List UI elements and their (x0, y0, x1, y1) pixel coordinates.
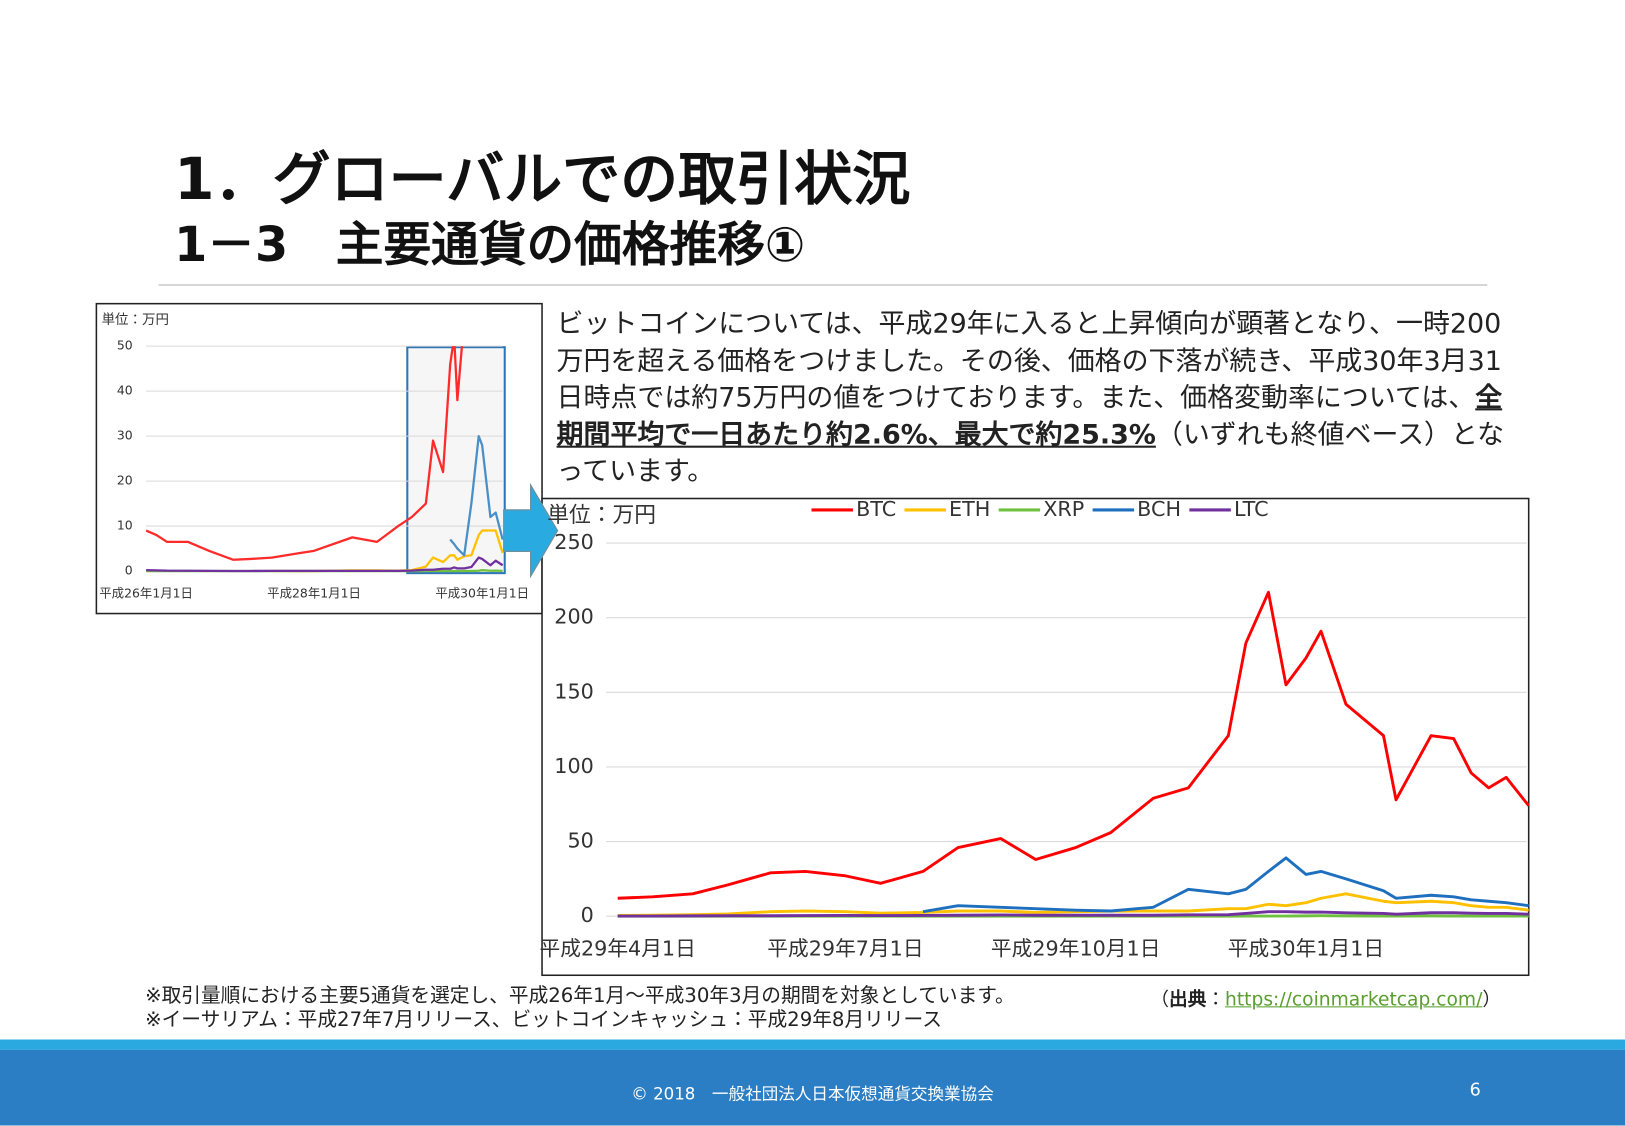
source-label: 出典 (1169, 988, 1207, 1011)
x-tick-label: 平成29年7月1日 (767, 936, 923, 960)
page-number: 6 (1469, 1079, 1481, 1101)
large-chart: 単位：万円 0 50 100 150 200 250 平成29年4月1日 平成29年7月1日 平成… (540, 497, 1530, 960)
zoom-arrow (503, 482, 559, 579)
source: （出典：https://coinmarketcap.com/） (1150, 985, 1501, 1012)
series-line (449, 434, 504, 557)
footer-text: © 2018 一般社団法人日本仮想通貨交換業協会 (631, 1084, 994, 1104)
y-tick-label: 200 (554, 605, 594, 629)
series-group (617, 590, 1530, 918)
body-text: ビットコインについては、平成29年に入ると上昇傾向が顕著となり、一時200万円を… (557, 307, 1510, 491)
series-line (146, 556, 504, 573)
series-line (922, 856, 1529, 914)
y-tick-label: 40 (117, 383, 133, 398)
legend-label: ETH (949, 497, 990, 521)
slide-title: 1．グローバルでの取引状況 (174, 146, 911, 214)
source-separator: ： (1206, 988, 1226, 1011)
note: ※取引量順における主要5通貨を選定し、平成26年1月～平成30年3月の期間を対象… (145, 984, 1015, 1008)
source-prefix: （ (1150, 988, 1170, 1011)
series-line (617, 892, 1529, 917)
legend-label: LTC (1234, 497, 1269, 521)
body-highlight: 全期間平均で一日あたり約2.6%、最大で約25.3% (556, 382, 1503, 451)
x-tick-label: 平成30年1月1日 (435, 585, 529, 600)
large-chart-frame (541, 497, 1530, 977)
unit-label: 単位：万円 (547, 503, 656, 528)
legend-label: XRP (1043, 497, 1084, 521)
x-tick-label: 平成28年1月1日 (267, 585, 361, 600)
legend-label: BTC (856, 497, 896, 521)
y-tick-label: 250 (554, 530, 594, 554)
body-part: （いずれも終値ベース）となっています。 (556, 419, 1505, 488)
body-part: ビットコインについては、平成29年に入ると上昇傾向が顕著となり、一時200万円を… (556, 308, 1502, 414)
source-link[interactable]: https://coinmarketcap.com/ (1225, 988, 1483, 1011)
y-tick-label: 50 (117, 338, 133, 353)
series-group (145, 346, 504, 573)
footer-bar (0, 1049, 1625, 1126)
note: ※イーサリアム：平成27年7月リリース、ビットコインキャッシュ：平成29年8月リ… (145, 1008, 942, 1032)
small-chart: 単位：万円 0 10 20 30 40 50 平成26年1月1日 平成28年1月1日 平成30年1… (99, 312, 529, 600)
x-tick-label: 平成26年1月1日 (99, 585, 193, 600)
y-tick-label: 0 (581, 903, 594, 927)
y-tick-label: 0 (125, 563, 133, 578)
unit-label: 単位：万円 (102, 312, 169, 328)
y-tick-label: 10 (117, 518, 133, 533)
x-tick-label: 平成29年10月1日 (991, 936, 1161, 960)
slide-subtitle: 1－3 主要通貨の価格推移① (174, 216, 806, 273)
x-tick-label: 平成29年4月1日 (540, 936, 696, 960)
source-suffix: ） (1482, 988, 1502, 1011)
y-tick-label: 50 (567, 829, 593, 853)
y-tick-label: 30 (117, 428, 133, 443)
footer-stripe (0, 1039, 1625, 1050)
y-tick-label: 100 (554, 754, 594, 778)
series-line (145, 346, 464, 561)
series-line (617, 590, 1530, 900)
legend-label: BCH (1137, 497, 1181, 521)
notes: ※取引量順における主要5通貨を選定し、平成26年1月～平成30年3月の期間を対象… (145, 985, 1015, 1033)
y-tick-label: 150 (554, 679, 594, 703)
y-tick-label: 20 (117, 473, 133, 488)
series-line (617, 910, 1529, 918)
x-tick-label: 平成30年1月1日 (1228, 936, 1384, 960)
